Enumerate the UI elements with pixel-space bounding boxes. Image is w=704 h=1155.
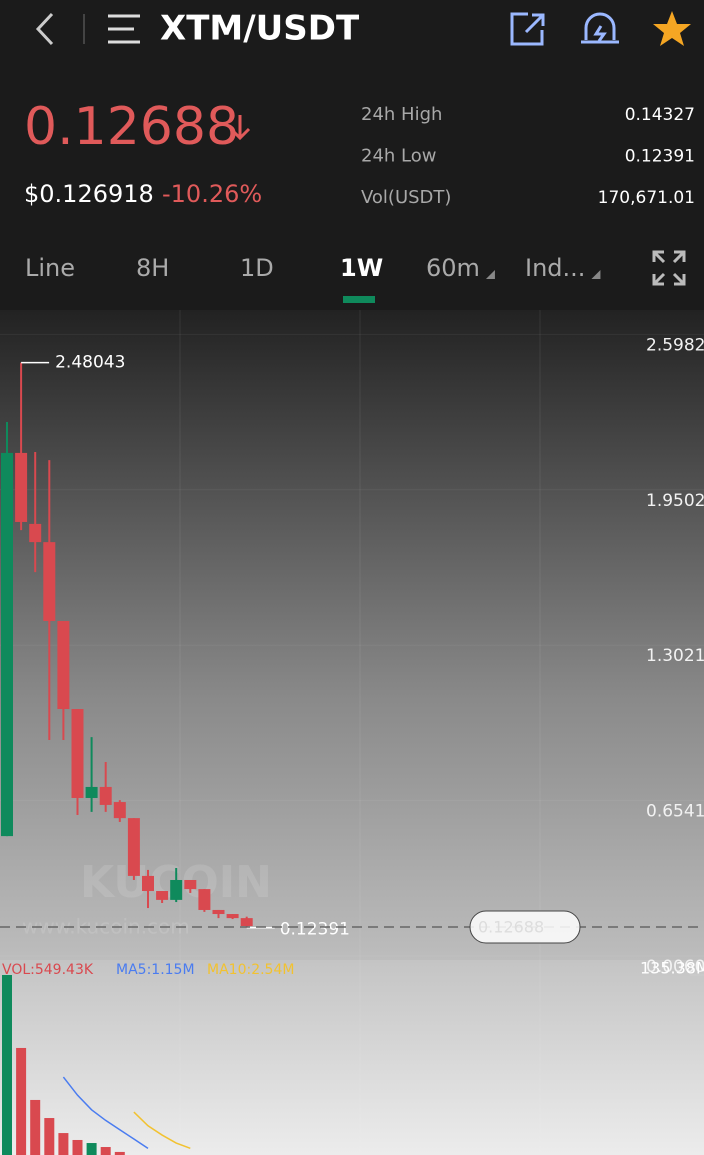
candle-body bbox=[85, 786, 98, 798]
y-tick-label: 1.3021 bbox=[646, 646, 704, 666]
pair-title[interactable]: XTM/USDT bbox=[160, 9, 360, 49]
y-tick-label: 0.0060 bbox=[646, 957, 704, 977]
volume-bar bbox=[114, 1151, 125, 1155]
candle-body bbox=[57, 621, 70, 710]
volume-bar bbox=[100, 1147, 111, 1155]
tab[interactable]: 1D bbox=[240, 254, 274, 282]
stat-value: 0.14327 bbox=[625, 105, 695, 125]
stat-label: 24h High bbox=[361, 104, 442, 125]
price-change: -10.26% bbox=[162, 180, 262, 208]
chart: 2.5982 1.9502 1.3021 0.6541 0.0060 2.48043 0.1… bbox=[0, 310, 704, 1155]
dropdown-icon bbox=[485, 270, 495, 279]
volume-bar bbox=[72, 1139, 83, 1155]
candle-body bbox=[170, 879, 183, 900]
candle-body bbox=[184, 879, 197, 890]
last-price: 0.12688 bbox=[24, 97, 239, 157]
volume-legend: MA10:2.54M bbox=[207, 962, 294, 978]
dropdown-icon bbox=[591, 270, 601, 279]
tab[interactable]: Line bbox=[25, 254, 75, 282]
share-button[interactable] bbox=[510, 12, 545, 46]
favorite-star[interactable] bbox=[653, 11, 691, 46]
header-bg bbox=[0, 0, 704, 310]
tab[interactable]: 8H bbox=[136, 254, 169, 282]
candle-body bbox=[43, 542, 56, 622]
last-price-label: 0.12688 bbox=[478, 918, 544, 937]
stat-label: Vol(USDT) bbox=[361, 187, 451, 208]
candle-body bbox=[127, 818, 140, 876]
volume-bar bbox=[30, 1099, 41, 1155]
tab-indicator bbox=[343, 296, 375, 303]
last-price-tag[interactable] bbox=[469, 910, 581, 944]
stat-value: 0.12391 bbox=[625, 147, 695, 167]
menu-button[interactable] bbox=[108, 14, 140, 44]
fullscreen-button[interactable] bbox=[652, 250, 686, 286]
candle-body bbox=[156, 891, 169, 900]
ma5-line bbox=[62, 1076, 149, 1149]
usd-price: $0.126918 bbox=[24, 180, 154, 208]
tab[interactable]: Ind... bbox=[525, 254, 585, 282]
candle-body bbox=[99, 786, 112, 805]
tabs: Line 8H 1D 1W 60m Ind... bbox=[25, 254, 601, 303]
volume-bar bbox=[2, 975, 12, 1155]
tab[interactable]: 60m bbox=[426, 254, 480, 282]
candle-body bbox=[113, 802, 126, 819]
candle-body bbox=[212, 909, 225, 915]
candle-body bbox=[29, 523, 42, 543]
y-tick-label: 1.9502 bbox=[646, 491, 704, 511]
volume-bg bbox=[0, 960, 704, 1155]
stats: 24h High 0.14327 24h Low 0.12391 Vol(USDT) 17… bbox=[361, 104, 695, 208]
tab[interactable]: 1W bbox=[340, 254, 383, 282]
volume-tick-label: 135.38M bbox=[640, 959, 704, 978]
candle-body bbox=[71, 709, 84, 798]
volume-legend: VOL:549.43K bbox=[2, 962, 94, 978]
alert-button[interactable] bbox=[581, 12, 619, 44]
down-arrow bbox=[229, 115, 251, 141]
candle-body bbox=[1, 452, 13, 837]
volume-bar bbox=[58, 1133, 69, 1155]
stat-value: 170,671.01 bbox=[598, 188, 695, 208]
back-button[interactable] bbox=[35, 12, 54, 46]
volume-bar bbox=[86, 1143, 97, 1155]
candle-body bbox=[240, 918, 253, 927]
candle-body bbox=[198, 889, 211, 910]
volume-legend: MA5:1.15M bbox=[116, 962, 195, 978]
candle-body bbox=[142, 875, 154, 892]
low-marker-label: 0.12391 bbox=[280, 920, 350, 940]
volume-bar bbox=[44, 1118, 55, 1155]
high-marker-label: 2.48043 bbox=[55, 353, 125, 373]
stat-label: 24h Low bbox=[361, 146, 436, 167]
candle-body bbox=[15, 452, 28, 522]
candle-body bbox=[226, 914, 239, 919]
chart-bg bbox=[0, 310, 704, 960]
y-tick-label: 0.6541 bbox=[646, 802, 704, 822]
ma10-line bbox=[133, 1111, 191, 1150]
volume-bar bbox=[16, 1047, 27, 1155]
y-tick-label: 2.5982 bbox=[646, 335, 704, 355]
